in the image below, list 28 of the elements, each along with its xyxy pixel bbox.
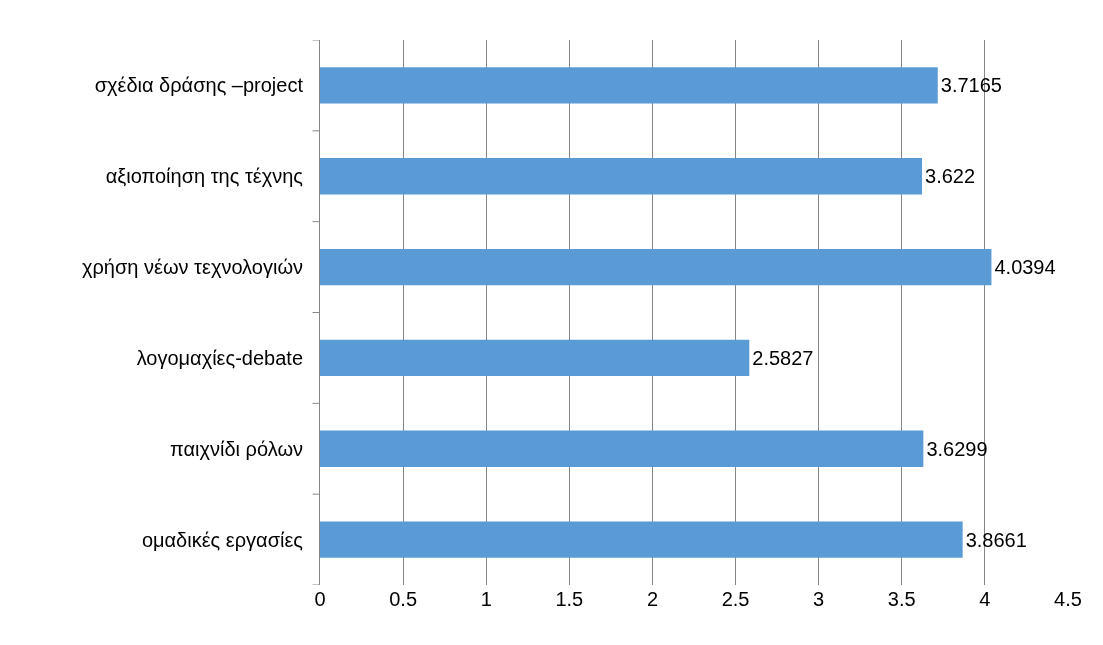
- x-tick-label: 0.5: [389, 588, 418, 610]
- x-tick-label: 3.5: [887, 588, 916, 610]
- data-label: 3.8661: [965, 528, 1027, 551]
- data-label: 3.622: [925, 165, 976, 188]
- y-tick-label: αξιοποίηση της τέχνης: [105, 165, 304, 188]
- data-label: 2.5827: [752, 346, 814, 369]
- data-label: 3.7165: [940, 74, 1002, 97]
- y-tick-label: σχέδια δράσης –project: [94, 74, 304, 97]
- x-tick-label: 4: [979, 588, 991, 610]
- y-tick-label: παιχνίδι ρόλων: [169, 437, 303, 460]
- data-label: 4.0394: [994, 256, 1056, 279]
- bar: [320, 521, 963, 558]
- x-tick-label: 4.5: [1054, 588, 1082, 610]
- data-label: 3.6299: [926, 437, 988, 460]
- y-tick-label: ομαδικές εργασίες: [141, 528, 304, 551]
- x-tick-label: 2: [646, 588, 658, 610]
- x-tick-label: 1: [480, 588, 492, 610]
- y-tick-label: χρήση νέων τεχνολογιών: [81, 256, 303, 279]
- bar: [320, 430, 924, 467]
- y-tick-label: λογομαχίες-debate: [136, 346, 303, 369]
- x-tick-label: 2.5: [721, 588, 750, 610]
- bar: [320, 67, 938, 104]
- x-tick-label: 3: [813, 588, 825, 610]
- bar: [320, 339, 750, 377]
- bar: [320, 248, 992, 286]
- x-tick-label: 0: [314, 588, 326, 610]
- x-tick-label: 1.5: [555, 588, 584, 610]
- bar: [320, 158, 923, 195]
